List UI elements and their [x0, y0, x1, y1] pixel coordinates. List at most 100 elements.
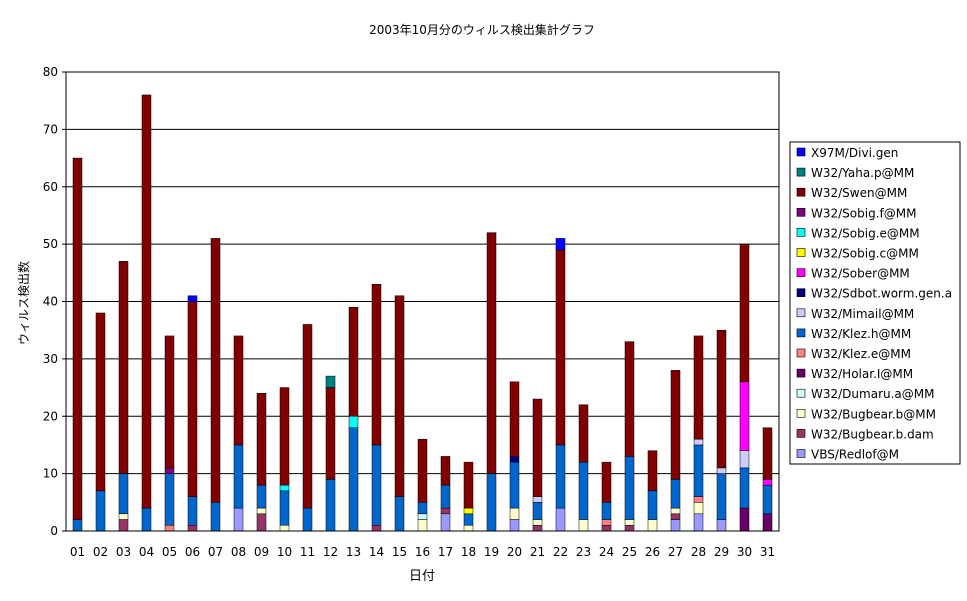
legend-label: W32/Klez.e@MM [811, 347, 911, 361]
x-tick-label: 10 [277, 545, 292, 559]
bar-segment [532, 502, 543, 520]
bar-segment [509, 461, 520, 509]
bar-segment [279, 484, 290, 492]
bars [72, 94, 773, 532]
x-tick-label: 08 [231, 545, 246, 559]
bar-segment [555, 249, 566, 446]
bar-segment [164, 473, 175, 526]
bar-segment [210, 502, 221, 532]
bar-segment [555, 444, 566, 509]
bar-segment [141, 94, 152, 509]
bar-segment [72, 157, 83, 520]
x-tick-label: 13 [346, 545, 361, 559]
bar-segment [762, 427, 773, 480]
x-tick-label: 25 [622, 545, 637, 559]
legend-swatch [796, 308, 806, 318]
bar-segment [463, 525, 474, 532]
x-tick-label: 21 [530, 545, 545, 559]
bar-segment [693, 502, 704, 515]
bar-segment [532, 398, 543, 497]
bar-segment [348, 306, 359, 417]
bar-segment [279, 525, 290, 532]
legend-label: W32/Sobig.e@MM [811, 226, 920, 240]
legend-swatch [796, 228, 806, 237]
bar-segment [578, 461, 589, 520]
legend-label: W32/Bugbear.b@MM [811, 407, 936, 421]
bar-segment [417, 502, 428, 515]
y-tick-label: 50 [43, 237, 58, 251]
bar-segment [141, 507, 152, 532]
bar-segment [164, 335, 175, 469]
legend-swatch [796, 408, 806, 418]
legend-label: W32/Sobig.f@MM [811, 206, 916, 220]
x-tick-label: 30 [737, 545, 752, 559]
legend-label: W32/Klez.h@MM [811, 327, 911, 341]
bar-segment [463, 507, 474, 515]
x-axis: 01 02 03 04 05 06 07 08 09 10 11 12 13 14 15 16 17 18 19 20… [70, 545, 775, 559]
x-tick-label: 05 [162, 545, 177, 559]
bar-segment [716, 329, 727, 469]
bar-segment [256, 507, 267, 515]
bar-segment [95, 312, 106, 492]
x-tick-label: 09 [254, 545, 269, 559]
bar-segment [440, 513, 451, 532]
legend: X97M/Divi.gen W32/Yaha.p@MM W32/Swen@MM W32… [789, 141, 961, 465]
bar-segment [716, 519, 727, 532]
bar-segment [601, 525, 612, 532]
bar-segment [417, 438, 428, 503]
y-tick-label: 40 [43, 295, 58, 309]
y-tick-label: 20 [43, 409, 58, 423]
bar-segment [187, 295, 198, 302]
bar-segment [647, 450, 658, 492]
bar-segment [532, 519, 543, 526]
x-tick-label: 16 [415, 545, 430, 559]
bar-segment [302, 324, 313, 509]
x-tick-label: 19 [484, 545, 499, 559]
bar-segment [693, 513, 704, 532]
bar-segment [670, 513, 681, 520]
legend-swatch [796, 429, 806, 438]
bar-segment [440, 507, 451, 515]
x-tick-label: 03 [116, 545, 131, 559]
legend-label: W32/Sobig.c@MM [811, 247, 919, 261]
x-tick-label: 02 [93, 545, 108, 559]
bar-segment [187, 525, 198, 532]
legend-label: VBS/Redlof@M [811, 448, 899, 462]
legend-label: W32/Swen@MM [811, 186, 907, 200]
x-tick-label: 01 [70, 545, 85, 559]
bar-segment [601, 461, 612, 503]
bar-segment [647, 490, 658, 520]
x-tick-label: 06 [185, 545, 200, 559]
legend-label: W32/Dumaru.a@MM [811, 387, 934, 401]
bar-segment [279, 387, 290, 486]
y-tick-label: 10 [43, 467, 58, 481]
legend-swatch [796, 268, 806, 277]
bar-segment [164, 467, 175, 474]
x-tick-label: 04 [139, 545, 154, 559]
bar-segment [187, 496, 198, 526]
bar-segment [72, 519, 83, 532]
legend-swatch [796, 208, 806, 217]
bar-segment [578, 519, 589, 532]
y-tick-label: 0 [50, 524, 58, 538]
x-tick-label: 07 [208, 545, 223, 559]
legend-swatch [796, 328, 806, 338]
bar-segment [693, 444, 704, 497]
bar-segment [440, 484, 451, 509]
bar-segment [256, 513, 267, 532]
legend-swatch [796, 348, 806, 358]
bar-segment [348, 427, 359, 532]
bar-segment [95, 490, 106, 532]
bar-segment [118, 261, 129, 474]
bar-segment [187, 301, 198, 497]
x-tick-label: 15 [392, 545, 407, 559]
bar-segment [509, 381, 520, 457]
bar-segment [532, 496, 543, 503]
x-tick-label: 20 [507, 545, 522, 559]
x-tick-label: 23 [576, 545, 591, 559]
bar-segment [210, 238, 221, 503]
x-tick-label: 31 [760, 545, 775, 559]
bar-segment [371, 444, 382, 526]
legend-label: W32/Sober@MM [811, 267, 910, 281]
x-tick-label: 22 [553, 545, 568, 559]
